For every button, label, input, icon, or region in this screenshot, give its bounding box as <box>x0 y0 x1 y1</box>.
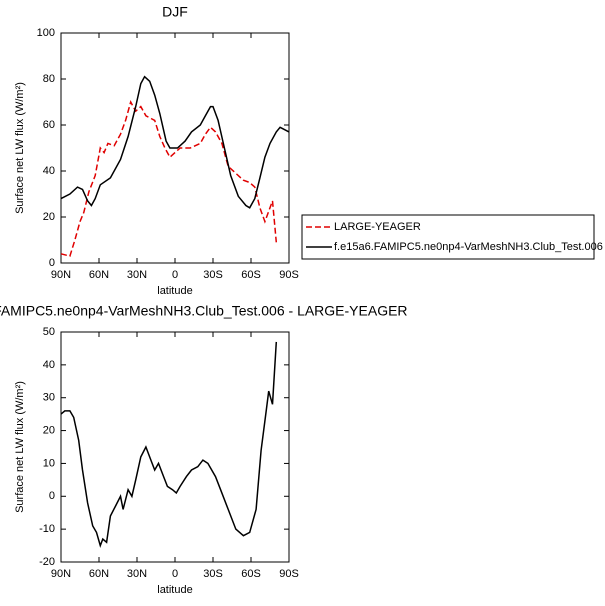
y-tick-label: 40 <box>43 165 55 177</box>
y-tick-label: 40 <box>43 359 55 371</box>
series-line <box>60 341 278 548</box>
x-tick-label: 90S <box>279 269 299 281</box>
plot-frame <box>60 331 290 563</box>
legend-box <box>301 214 595 260</box>
x-tick-label: 60S <box>241 269 261 281</box>
chart-title: f.e15a6.FAMIPC5.ne0np4-VarMeshNH3.Club_T… <box>0 303 408 319</box>
x-tick-label: 30S <box>203 568 223 580</box>
y-tick-label: 50 <box>43 326 55 338</box>
x-tick-label: 0 <box>172 269 178 281</box>
x-axis-label: latitude <box>157 285 192 297</box>
x-tick-label: 90N <box>51 568 71 580</box>
y-axis-label: Surface net LW flux (W/m²) <box>14 82 26 214</box>
y-tick-label: 100 <box>37 27 55 39</box>
y-tick-label: -20 <box>39 556 55 568</box>
legend-label: f.e15a6.FAMIPC5.ne0np4-VarMeshNH3.Club_T… <box>334 241 603 253</box>
series-line <box>60 75 290 209</box>
chart-title: DJF <box>162 4 188 20</box>
legend-label: LARGE-YEAGER <box>334 221 421 233</box>
y-tick-label: -10 <box>39 523 55 535</box>
x-tick-label: 60N <box>89 568 109 580</box>
x-tick-label: 30N <box>127 568 147 580</box>
x-tick-label: 90N <box>51 269 71 281</box>
y-tick-label: 0 <box>49 490 55 502</box>
y-tick-label: 30 <box>43 392 55 404</box>
x-tick-label: 30S <box>203 269 223 281</box>
y-tick-label: 60 <box>43 119 55 131</box>
y-axis-label: Surface net LW flux (W/m²) <box>14 381 26 513</box>
x-tick-label: 90S <box>279 568 299 580</box>
x-tick-label: 60N <box>89 269 109 281</box>
x-tick-label: 30N <box>127 269 147 281</box>
y-tick-label: 0 <box>49 257 55 269</box>
x-tick-label: 60S <box>241 568 261 580</box>
series-line <box>60 100 278 258</box>
y-tick-label: 20 <box>43 424 55 436</box>
x-axis-label: latitude <box>157 584 192 596</box>
y-tick-label: 20 <box>43 211 55 223</box>
x-tick-label: 0 <box>172 568 178 580</box>
y-tick-label: 80 <box>43 73 55 85</box>
y-tick-label: 10 <box>43 457 55 469</box>
